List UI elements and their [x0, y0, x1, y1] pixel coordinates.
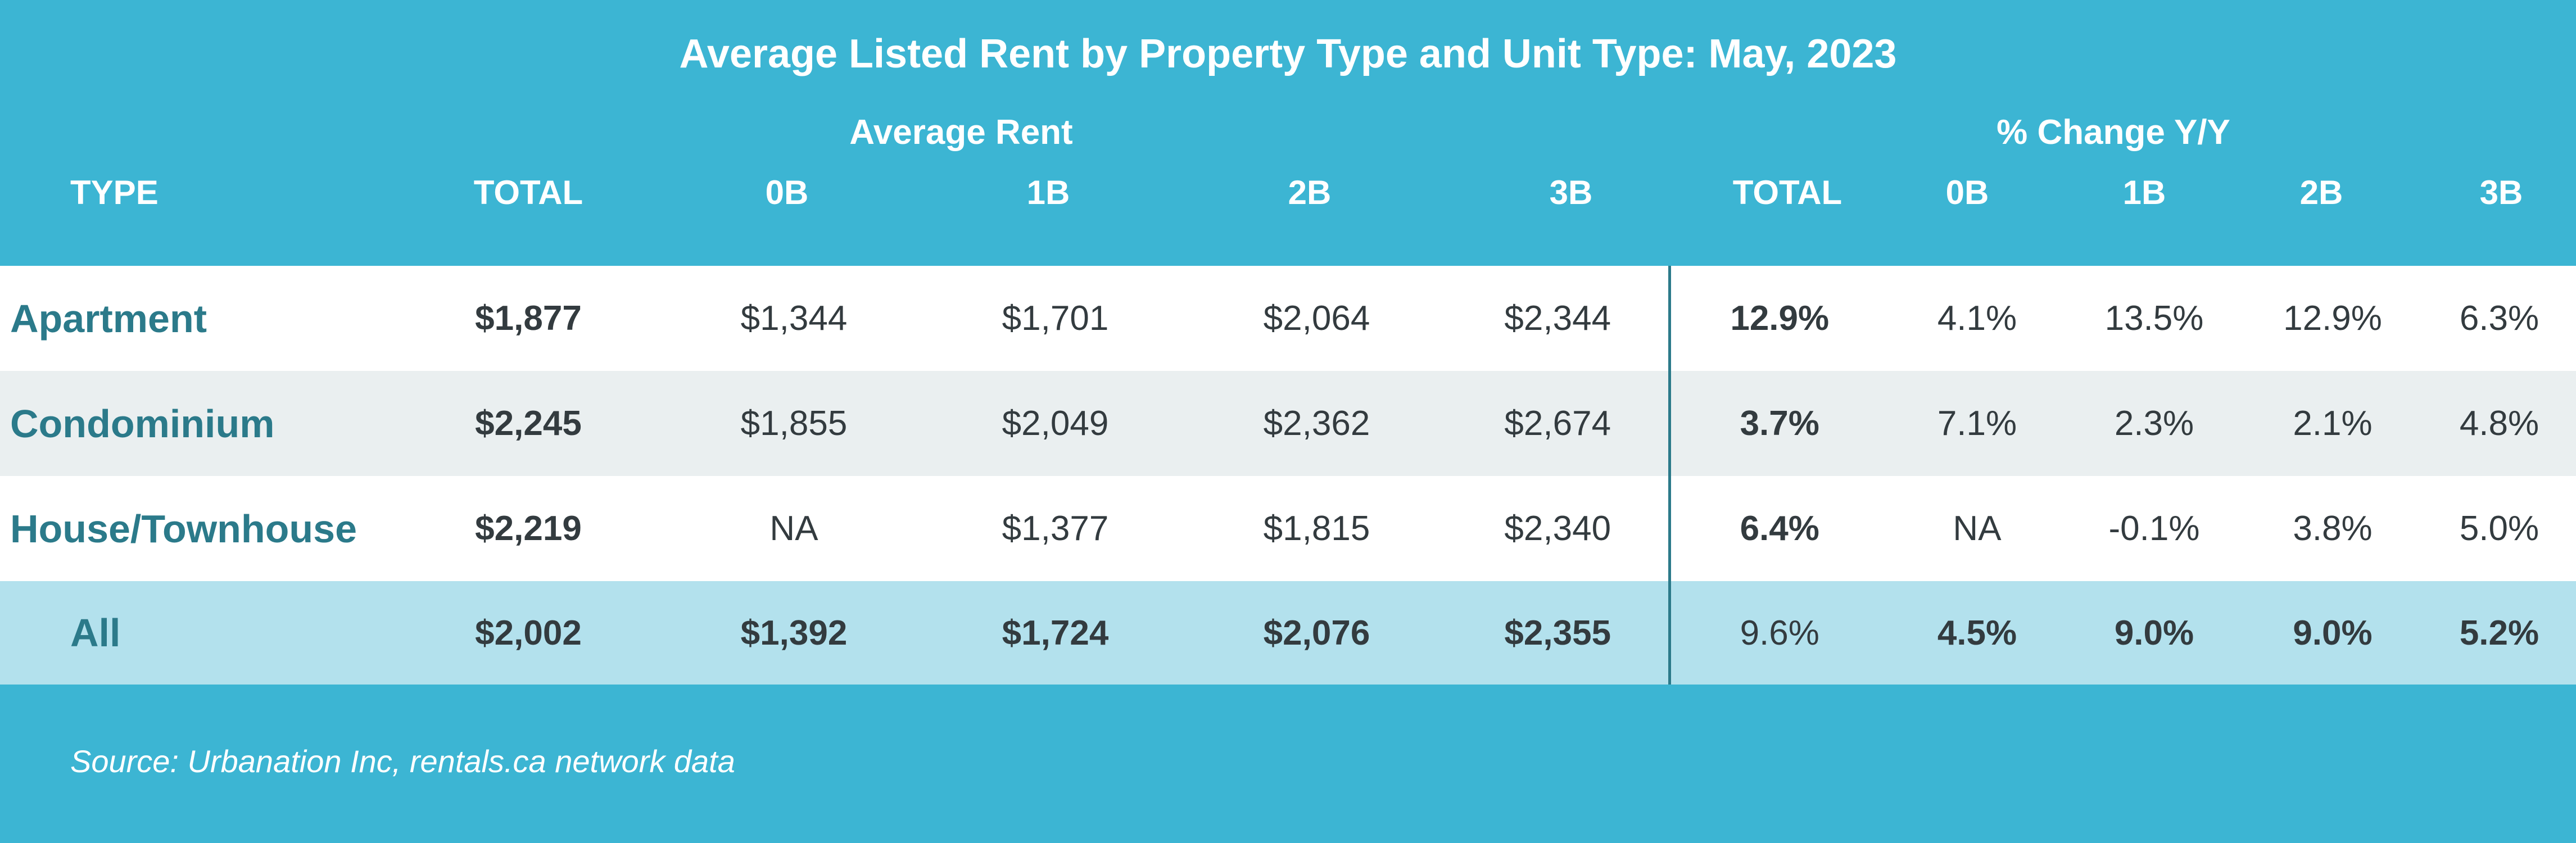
cell-avg-2b: $2,362	[1186, 371, 1447, 476]
cell-avg-0b: NA	[663, 476, 925, 581]
cell-chg-total: 6.4%	[1668, 476, 1889, 581]
table-row-house-townhouse: House/Townhouse $2,219 NA $1,377 $1,815 …	[0, 476, 2576, 581]
cell-chg-1b: 9.0%	[2066, 581, 2243, 685]
cell-chg-1b: -0.1%	[2066, 476, 2243, 581]
cell-avg-1b: $1,724	[925, 581, 1186, 685]
cell-chg-total: 12.9%	[1668, 266, 1889, 371]
cell-chg-2b: 3.8%	[2243, 476, 2423, 581]
cell-avg-total: $2,219	[393, 476, 663, 581]
cell-avg-3b: $2,355	[1447, 581, 1669, 685]
cell-chg-total: 9.6%	[1668, 581, 1889, 685]
column-header-chg-2b: 2B	[2299, 174, 2343, 211]
cell-chg-0b: NA	[1889, 476, 2066, 581]
cell-avg-2b: $1,815	[1186, 476, 1447, 581]
column-header-avg-3b: 3B	[1549, 174, 1593, 211]
column-header-chg-1b: 1B	[2122, 174, 2166, 211]
column-header-avg-2b: 2B	[1288, 174, 1332, 211]
cell-chg-3b: 5.0%	[2423, 476, 2576, 581]
cell-avg-total: $2,245	[393, 371, 663, 476]
cell-avg-2b: $2,076	[1186, 581, 1447, 685]
cell-chg-0b: 7.1%	[1889, 371, 2066, 476]
cell-avg-1b: $1,701	[925, 266, 1186, 371]
column-header-chg-3b: 3B	[2479, 174, 2523, 211]
column-group-average-rent: Average Rent	[849, 113, 1073, 152]
cell-chg-2b: 9.0%	[2243, 581, 2423, 685]
cell-chg-0b: 4.5%	[1889, 581, 2066, 685]
cell-avg-0b: $1,344	[663, 266, 925, 371]
cell-avg-total: $2,002	[393, 581, 663, 685]
cell-chg-0b: 4.1%	[1889, 266, 2066, 371]
cell-avg-3b: $2,340	[1447, 476, 1669, 581]
cell-chg-1b: 2.3%	[2066, 371, 2243, 476]
row-type-label: Apartment	[0, 266, 393, 371]
table-row-apartment: Apartment $1,877 $1,344 $1,701 $2,064 $2…	[0, 266, 2576, 371]
chart-title: Average Listed Rent by Property Type and…	[679, 31, 1897, 76]
column-header-type: TYPE	[70, 174, 159, 211]
cell-avg-0b: $1,855	[663, 371, 925, 476]
column-header-avg-1b: 1B	[1026, 174, 1070, 211]
cell-chg-total: 3.7%	[1668, 371, 1889, 476]
cell-chg-3b: 6.3%	[2423, 266, 2576, 371]
source-note: Source: Urbanation Inc, rentals.ca netwo…	[70, 744, 735, 779]
row-type-label: Condominium	[0, 371, 393, 476]
cell-avg-1b: $2,049	[925, 371, 1186, 476]
cell-avg-1b: $1,377	[925, 476, 1186, 581]
row-type-label: House/Townhouse	[0, 476, 393, 581]
cell-chg-3b: 4.8%	[2423, 371, 2576, 476]
cell-avg-2b: $2,064	[1186, 266, 1447, 371]
column-header-avg-0b: 0B	[765, 174, 809, 211]
table-row-condominium: Condominium $2,245 $1,855 $2,049 $2,362 …	[0, 371, 2576, 476]
table-row-all: All $2,002 $1,392 $1,724 $2,076 $2,355 9…	[0, 581, 2576, 685]
rent-table: Apartment $1,877 $1,344 $1,701 $2,064 $2…	[0, 266, 2576, 685]
column-group-change-yy: % Change Y/Y	[1996, 113, 2230, 152]
cell-chg-3b: 5.2%	[2423, 581, 2576, 685]
row-type-label: All	[0, 581, 393, 685]
cell-chg-2b: 2.1%	[2243, 371, 2423, 476]
column-header-chg-total: TOTAL	[1732, 174, 1842, 211]
column-header-chg-0b: 0B	[1945, 174, 1989, 211]
cell-avg-3b: $2,344	[1447, 266, 1669, 371]
cell-avg-total: $1,877	[393, 266, 663, 371]
cell-avg-0b: $1,392	[663, 581, 925, 685]
cell-avg-3b: $2,674	[1447, 371, 1669, 476]
column-header-avg-total: TOTAL	[473, 174, 583, 211]
cell-chg-1b: 13.5%	[2066, 266, 2243, 371]
cell-chg-2b: 12.9%	[2243, 266, 2423, 371]
